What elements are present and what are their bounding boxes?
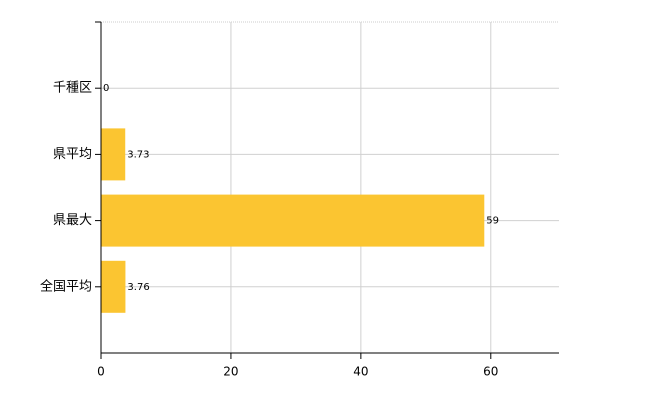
- x-tick-label: 60: [483, 365, 498, 379]
- bar: [101, 194, 485, 247]
- y-tick-label: 県最大: [53, 213, 92, 228]
- value-label: 3.73: [127, 149, 149, 160]
- y-tick-label: 全国平均: [40, 278, 92, 294]
- value-label: 59: [486, 216, 499, 227]
- x-tick-label: 40: [353, 365, 368, 379]
- bar: [101, 128, 126, 181]
- bar: [101, 260, 126, 313]
- x-tick-label: 0: [97, 365, 105, 379]
- x-tick-label: 20: [223, 365, 238, 379]
- y-tick-label: 県平均: [53, 147, 92, 162]
- value-label: 3.76: [127, 282, 149, 293]
- value-label: 0: [103, 83, 109, 94]
- y-tick-label: 千種区: [53, 80, 92, 96]
